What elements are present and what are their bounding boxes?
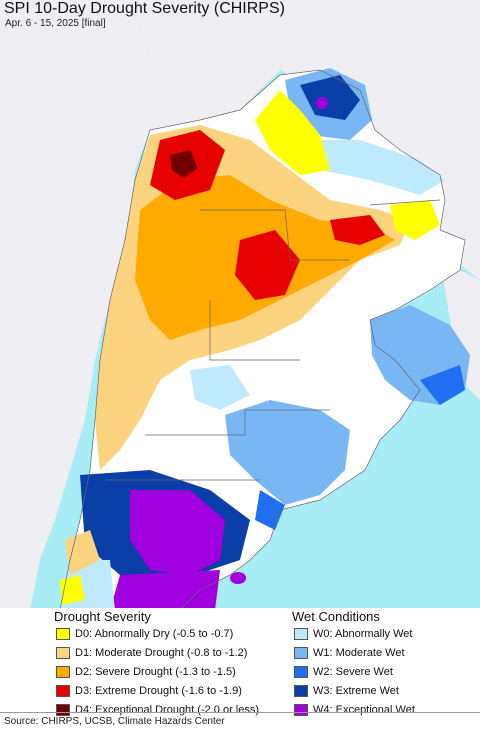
- legend-item-d4: D4: Exceptional Drought (-2.0 or less): [56, 703, 259, 717]
- legend-swatch-d4: [56, 704, 70, 716]
- patagonia-wet-exceptional: [130, 490, 225, 575]
- legend-swatch-d0: [56, 628, 70, 640]
- legend-label-d0: D0: Abnormally Dry (-0.5 to -0.7): [75, 628, 234, 640]
- map-subtitle: Apr. 6 - 15, 2025 [final]: [5, 18, 106, 29]
- neighbor-land-north: [130, 0, 480, 280]
- drought-d0-fringe-east: [390, 200, 440, 240]
- legend-item-d1: D1: Moderate Drought (-0.8 to -1.2): [56, 646, 247, 660]
- map-title: SPI 10-Day Drought Severity (CHIRPS): [4, 0, 285, 17]
- north-wet-light: [300, 140, 445, 195]
- north-wet-exceptional: [316, 97, 328, 109]
- wet-legend-heading: Wet Conditions: [292, 609, 380, 624]
- legend: Drought Severity Wet Conditions D0: Abno…: [0, 608, 480, 716]
- legend-label-d2: D2: Severe Drought (-1.3 to -1.5): [75, 666, 236, 678]
- legend-item-w2: W2: Severe Wet: [294, 665, 393, 679]
- drought-d0-fringe: [255, 90, 330, 175]
- legend-swatch-d3: [56, 685, 70, 697]
- province-borders: [59, 69, 466, 610]
- legend-swatch-w0: [294, 628, 308, 640]
- legend-label-w0: W0: Abnormally Wet: [313, 628, 413, 640]
- legend-item-w0: W0: Abnormally Wet: [294, 627, 412, 641]
- north-wet-extreme: [300, 75, 360, 120]
- patagonia-south-exceptional: [110, 570, 220, 610]
- legend-swatch-w4: [294, 704, 308, 716]
- drought-d3-patch-1: [235, 230, 300, 300]
- legend-item-w3: W3: Extreme Wet: [294, 684, 399, 698]
- drought-legend-heading: Drought Severity: [54, 609, 151, 624]
- legend-label-w4: W4: Exceptional Wet: [313, 704, 415, 716]
- legend-item-d3: D3: Extreme Drought (-1.6 to -1.9): [56, 684, 242, 698]
- source-footer: Source: CHIRPS, UCSB, Climate Hazards Ce…: [0, 712, 480, 730]
- legend-item-d2: D2: Severe Drought (-1.3 to -1.5): [56, 665, 236, 679]
- legend-swatch-w1: [294, 647, 308, 659]
- legend-label-d3: D3: Extreme Drought (-1.6 to -1.9): [75, 685, 242, 697]
- legend-label-d1: D1: Moderate Drought (-0.8 to -1.2): [75, 647, 248, 659]
- uruguay-wet-strong: [420, 365, 465, 405]
- legend-item-w4: W4: Exceptional Wet: [294, 703, 415, 717]
- patagonia-d0: [60, 575, 85, 605]
- patagonia-wet-spot: [230, 572, 246, 584]
- legend-label-w1: W1: Moderate Wet: [313, 647, 405, 659]
- legend-label-w2: W2: Severe Wet: [313, 666, 393, 678]
- patagonia-d1: [65, 530, 100, 575]
- legend-swatch-w3: [294, 685, 308, 697]
- legend-label-w3: W3: Extreme Wet: [313, 685, 399, 697]
- drought-map: [0, 0, 480, 610]
- legend-item-w1: W1: Moderate Wet: [294, 646, 405, 660]
- neighbor-land-west: [0, 0, 150, 610]
- legend-swatch-d2: [56, 666, 70, 678]
- drought-d3-patch-2: [330, 215, 385, 245]
- legend-item-d0: D0: Abnormally Dry (-0.5 to -0.7): [56, 627, 233, 641]
- neighbor-land-east: [440, 260, 480, 400]
- pampas-wet-strong: [255, 490, 285, 530]
- legend-label-d4: D4: Exceptional Drought (-2.0 or less): [75, 704, 260, 716]
- legend-swatch-d1: [56, 647, 70, 659]
- pampas-wet: [225, 400, 350, 505]
- legend-swatch-w2: [294, 666, 308, 678]
- pampas-wet-light: [190, 365, 250, 410]
- drought-d4-patch: [170, 150, 198, 178]
